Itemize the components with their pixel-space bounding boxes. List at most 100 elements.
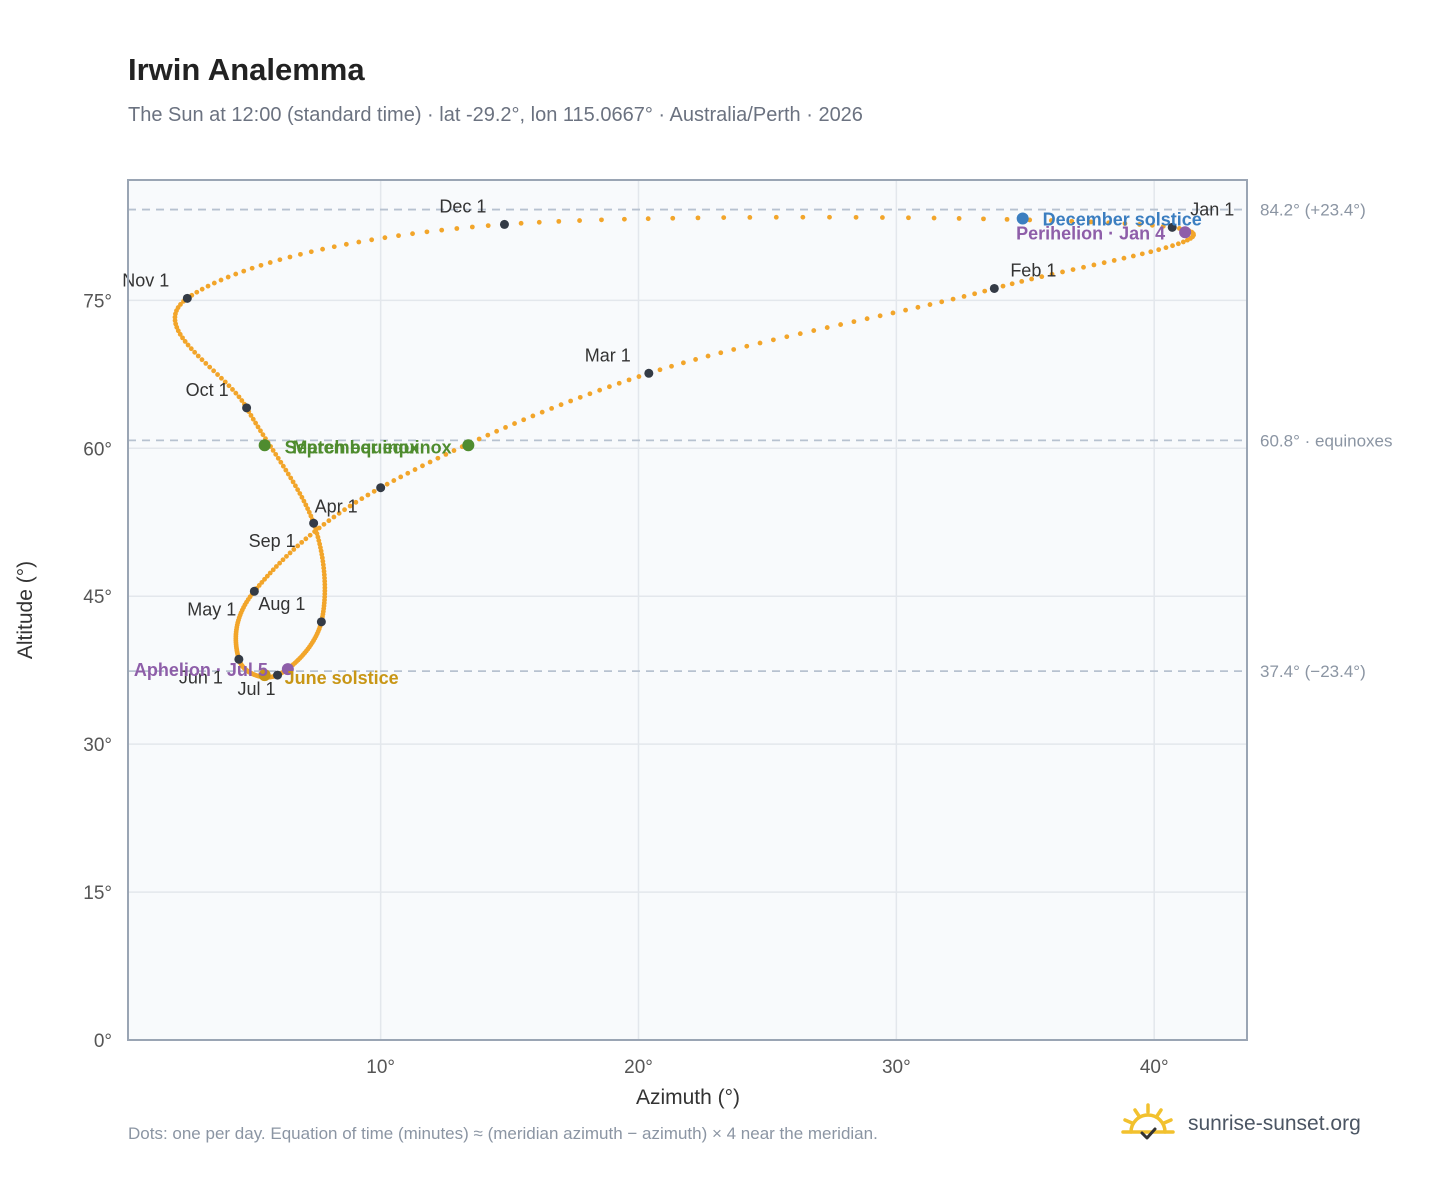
daily-dot	[556, 218, 562, 224]
daily-dot	[283, 467, 289, 473]
daily-dot	[1139, 251, 1145, 257]
daily-dot	[412, 467, 418, 472]
event-label: June solstice	[285, 668, 399, 688]
daily-dot	[275, 455, 281, 461]
daily-dot	[950, 296, 956, 302]
daily-dot	[219, 375, 224, 381]
daily-dot	[356, 239, 362, 245]
daily-dot	[721, 215, 727, 220]
daily-dot	[365, 492, 371, 498]
daily-dot	[1121, 255, 1127, 261]
month-label: Aug 1	[258, 594, 305, 614]
x-axis-label: Azimuth (°)	[636, 1086, 740, 1109]
daily-dot	[981, 216, 986, 222]
daily-dot	[1088, 219, 1094, 225]
daily-dot	[718, 350, 724, 356]
daily-dot	[657, 367, 663, 373]
daily-dot	[320, 246, 325, 252]
daily-dot	[890, 310, 896, 316]
daily-dot	[182, 339, 188, 344]
daily-dot	[222, 379, 228, 385]
y-tick-label: 75°	[83, 291, 112, 312]
daily-dot	[1039, 274, 1045, 280]
daily-dot	[203, 360, 209, 366]
daily-dot	[267, 570, 273, 576]
y-tick-label: 0°	[94, 1031, 112, 1052]
daily-dot	[1180, 239, 1186, 245]
daily-dot	[270, 448, 276, 453]
daily-dot	[693, 357, 698, 362]
daily-dot	[705, 353, 711, 359]
month-marker	[273, 670, 283, 680]
daily-dot	[239, 398, 245, 403]
daily-dot	[577, 218, 582, 223]
daily-dot	[258, 428, 263, 434]
month-marker	[309, 518, 319, 528]
daily-dot	[827, 214, 832, 220]
daily-dot	[1175, 241, 1181, 247]
event-marker	[281, 663, 294, 676]
brand-logo[interactable]: sunrise-sunset.org	[1120, 1102, 1361, 1146]
month-label: May 1	[187, 599, 236, 619]
daily-dot	[342, 507, 347, 513]
reference-line-label: 84.2° (+23.4°)	[1260, 201, 1366, 220]
daily-dot	[331, 514, 337, 520]
daily-dot	[215, 372, 220, 377]
daily-dot	[284, 553, 289, 559]
daily-dot	[877, 313, 883, 319]
daily-dot	[1048, 218, 1054, 223]
daily-dot	[851, 319, 857, 325]
daily-dot	[824, 325, 830, 330]
event-label: Perihelion · Jan 4	[1016, 223, 1165, 243]
daily-dot	[469, 224, 475, 230]
event-marker	[1179, 226, 1192, 239]
daily-dot	[680, 360, 686, 366]
daily-dot	[1137, 222, 1142, 227]
daily-dot	[301, 498, 307, 504]
daily-dot	[303, 536, 309, 542]
daily-dot	[285, 471, 291, 477]
daily-dot	[982, 288, 988, 294]
daily-dot	[1122, 221, 1128, 226]
daily-dot	[211, 368, 217, 374]
daily-dot	[290, 479, 296, 485]
daily-dot	[838, 322, 844, 327]
daily-dot	[1049, 271, 1055, 277]
y-axis-label: Altitude (°)	[14, 561, 37, 659]
month-label: Jan 1	[1190, 199, 1234, 219]
daily-dot	[353, 499, 359, 505]
daily-dot	[1163, 245, 1169, 251]
daily-dot	[1130, 253, 1136, 259]
daily-dot	[939, 299, 945, 305]
month-marker	[316, 617, 326, 627]
daily-dot	[577, 394, 583, 400]
month-label: Jul 1	[238, 679, 276, 699]
event-marker	[1016, 212, 1029, 225]
daily-dot	[1148, 249, 1154, 255]
daily-dot	[410, 231, 415, 237]
daily-dot	[253, 420, 259, 426]
daily-dot	[744, 343, 750, 349]
daily-dot	[811, 328, 817, 333]
daily-dot	[454, 226, 460, 231]
daily-dot	[1070, 267, 1076, 272]
daily-dot	[382, 235, 388, 241]
daily-dot	[961, 294, 967, 299]
daily-dot	[1019, 278, 1025, 284]
plot-area	[128, 180, 1247, 1040]
daily-dot	[549, 405, 555, 411]
daily-dot	[396, 233, 401, 239]
daily-dot	[236, 394, 242, 400]
daily-dot	[218, 277, 224, 283]
event-label: September equinox	[285, 437, 452, 457]
daily-dot	[270, 567, 276, 573]
daily-dot	[347, 503, 353, 509]
daily-dot	[264, 573, 270, 579]
daily-dot	[669, 363, 674, 369]
month-marker	[182, 293, 192, 303]
daily-dot	[485, 223, 491, 229]
daily-dot	[280, 557, 286, 563]
daily-dot	[369, 237, 375, 243]
daily-dot	[536, 219, 542, 225]
daily-dot	[295, 487, 301, 493]
